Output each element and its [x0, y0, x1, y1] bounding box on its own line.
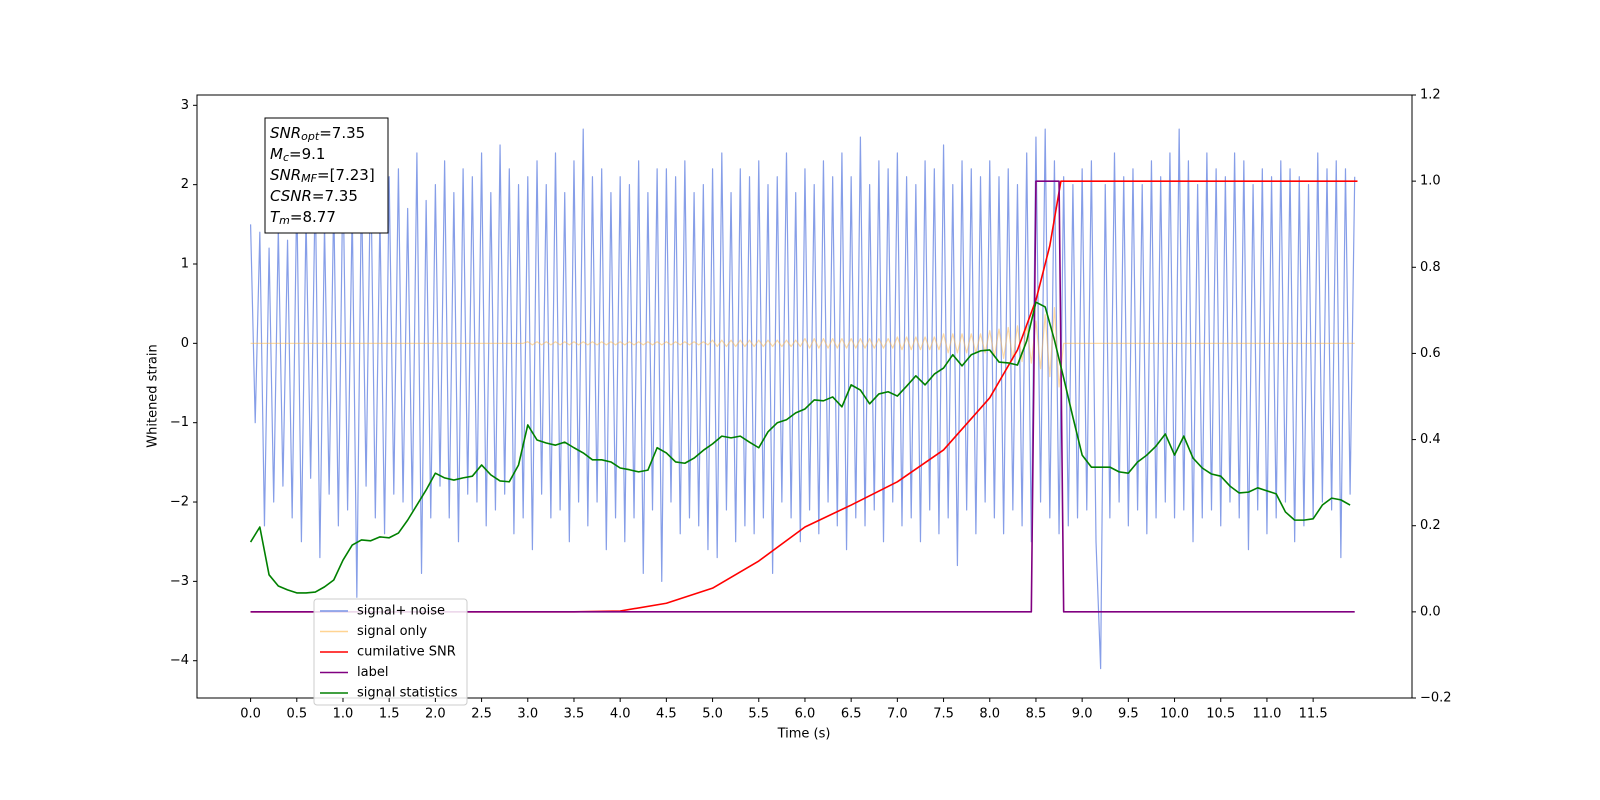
annotation-value: =9.1	[289, 145, 325, 163]
x-tick-label: 3.0	[517, 707, 538, 722]
annotation-value: =7.35	[319, 124, 365, 142]
series-line	[250, 180, 1358, 613]
x-tick-label: 5.5	[748, 707, 769, 722]
y-tick-label: 1	[181, 256, 189, 271]
legend-frame	[313, 598, 468, 706]
y2-tick-label: 0.0	[1420, 604, 1441, 619]
annotation-value: =[7.23]	[317, 166, 375, 184]
annotation-subscript: MF	[301, 172, 317, 185]
x-tick-label: 2.5	[471, 707, 492, 722]
x-tick-label: 4.5	[656, 707, 677, 722]
annotation-line: SNRopt=7.35	[270, 124, 365, 144]
y-tick-label: −3	[170, 574, 189, 589]
y-tick-label: 3	[181, 98, 189, 113]
y2-tick-label: 0.4	[1420, 432, 1441, 447]
annotation-value: =8.77	[290, 208, 336, 226]
annotation-line: Mc=9.1	[270, 145, 325, 165]
x-tick-label: 2.0	[425, 707, 446, 722]
legend-label: signal statistics	[357, 686, 458, 701]
y2-tick-label: 0.2	[1420, 518, 1441, 533]
annotation-subscript: m	[279, 214, 290, 227]
annotation-frame	[264, 117, 389, 234]
legend-label: cumilative SNR	[357, 645, 456, 660]
y2-tick-label: 0.8	[1420, 260, 1441, 275]
x-tick-label: 5.0	[702, 707, 723, 722]
x-tick-label: 0.5	[286, 707, 307, 722]
x-tick-label: 9.0	[1072, 707, 1093, 722]
x-tick-label: 6.0	[795, 707, 816, 722]
annotation-value: =7.35	[312, 187, 358, 205]
x-axis-label: Time (s)	[777, 727, 831, 742]
x-tick-label: 3.5	[564, 707, 585, 722]
y-tick-label: 0	[181, 336, 189, 351]
x-tick-label: 7.5	[933, 707, 954, 722]
legend-label: signal+ noise	[357, 604, 445, 619]
y2-tick-label: −0.2	[1420, 691, 1452, 706]
y2-tick-label: 1.2	[1420, 88, 1441, 103]
y2-tick-label: 0.6	[1420, 346, 1441, 361]
x-tick-label: 6.5	[841, 707, 862, 722]
legend-label: label	[357, 665, 388, 680]
x-tick-label: 9.5	[1118, 707, 1139, 722]
series-line	[249, 128, 1356, 670]
x-tick-label: 4.0	[610, 707, 631, 722]
x-tick-label: 11.5	[1299, 707, 1328, 722]
annotation-symbol: SNR	[270, 124, 301, 142]
x-tick-label: 1.5	[379, 707, 400, 722]
x-tick-label: 1.0	[333, 707, 354, 722]
annotation-subscript: c	[283, 151, 289, 164]
plot-area	[249, 128, 1358, 670]
annotation-line: SNRMF=[7.23]	[270, 166, 375, 186]
annotation-symbol: CSNR	[270, 187, 312, 205]
y-tick-label: −1	[170, 415, 189, 430]
x-tick-label: 0.0	[240, 707, 261, 722]
x-tick-label: 11.0	[1252, 707, 1281, 722]
annotation-subscript: opt	[301, 130, 320, 143]
x-tick-label: 10.5	[1206, 707, 1235, 722]
legend-label: signal only	[357, 624, 427, 639]
y2-tick-label: 1.0	[1420, 174, 1441, 189]
y-axis-label: Whitened strain	[146, 344, 161, 447]
annotation-symbol: M	[270, 145, 283, 163]
x-tick-label: 8.5	[1026, 707, 1047, 722]
annotation-symbol: SNR	[270, 166, 301, 184]
series-line	[250, 180, 1355, 613]
x-tick-label: 8.0	[979, 707, 1000, 722]
y-tick-label: 2	[181, 177, 189, 192]
y-tick-label: −2	[170, 495, 189, 510]
legend: signal+ noise signal only cumilative SNR la…	[313, 598, 468, 706]
annotation-symbol: T	[270, 208, 281, 226]
annotation-line: CSNR=7.35	[270, 187, 358, 205]
annotation-box: SNRopt=7.35Mc=9.1SNRMF=[7.23]CSNR=7.35Tm…	[264, 117, 389, 234]
x-tick-label: 10.0	[1160, 707, 1189, 722]
y-tick-label: −4	[170, 653, 189, 668]
series-line	[249, 301, 1351, 594]
series-line	[250, 307, 1355, 388]
annotation-line: Tm=8.77	[270, 208, 336, 228]
x-tick-label: 7.0	[887, 707, 908, 722]
